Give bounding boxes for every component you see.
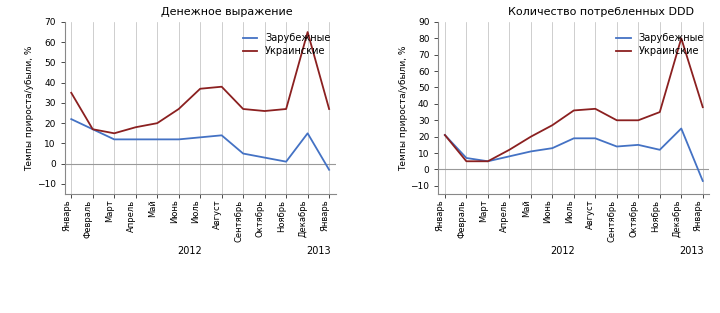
Title: Количество потребленных DDD: Количество потребленных DDD	[508, 7, 694, 17]
Text: Март: Март	[479, 200, 488, 222]
Text: Январь: Январь	[436, 200, 445, 231]
Text: Февраль: Февраль	[457, 200, 467, 238]
Text: Март: Март	[105, 200, 114, 222]
Text: Декабрь: Декабрь	[299, 200, 307, 237]
Text: Январь: Январь	[62, 200, 71, 231]
Legend: Зарубежные, Украинские: Зарубежные, Украинские	[240, 30, 333, 59]
Text: Май: Май	[148, 200, 157, 217]
Text: Январь: Январь	[320, 200, 329, 231]
Title: Денежное выражение: Денежное выражение	[161, 7, 293, 17]
Text: Декабрь: Декабрь	[672, 200, 681, 237]
Text: 2013: 2013	[306, 246, 330, 256]
Text: Ноябрь: Ноябрь	[651, 200, 660, 232]
Text: 2013: 2013	[680, 246, 704, 256]
Text: Февраль: Февраль	[84, 200, 93, 238]
Text: Июль: Июль	[192, 200, 200, 223]
Legend: Зарубежные, Украинские: Зарубежные, Украинские	[613, 30, 707, 59]
Text: Октябрь: Октябрь	[629, 200, 639, 237]
Text: Ноябрь: Ноябрь	[277, 200, 286, 232]
Text: Апрель: Апрель	[500, 200, 509, 232]
Text: Июль: Июль	[564, 200, 574, 223]
Text: Август: Август	[212, 200, 222, 229]
Text: Июнь: Июнь	[170, 200, 179, 223]
Text: Май: Май	[522, 200, 531, 217]
Text: Июнь: Июнь	[544, 200, 552, 223]
Text: Август: Август	[586, 200, 595, 229]
Text: Январь: Январь	[694, 200, 703, 231]
Text: Сентябрь: Сентябрь	[608, 200, 617, 242]
Text: 2012: 2012	[551, 246, 575, 256]
Text: Октябрь: Октябрь	[256, 200, 265, 237]
Text: Сентябрь: Сентябрь	[234, 200, 243, 242]
Y-axis label: Темпы прироста/убыли, %: Темпы прироста/убыли, %	[25, 45, 34, 171]
Text: 2012: 2012	[177, 246, 202, 256]
Y-axis label: Темпы прироста/убыли, %: Темпы прироста/убыли, %	[399, 45, 408, 171]
Text: Апрель: Апрель	[127, 200, 135, 232]
